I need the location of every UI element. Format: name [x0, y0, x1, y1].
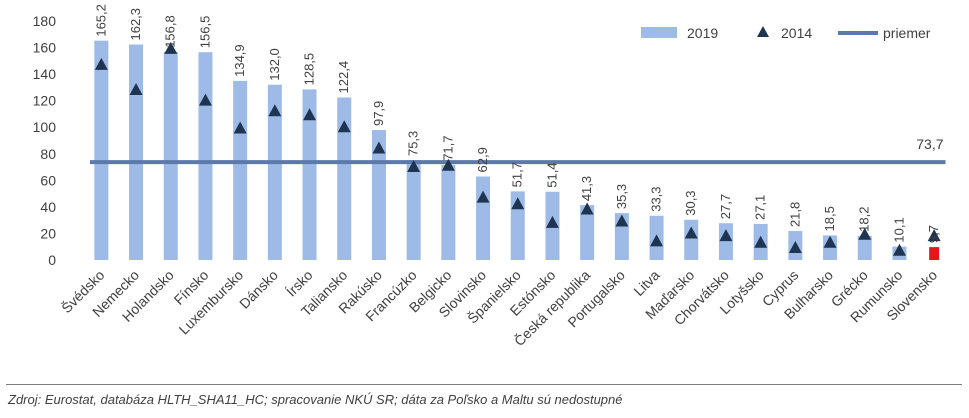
- bar-Česká republika: [580, 205, 595, 260]
- y-tick-label: 100: [33, 119, 57, 135]
- marker-Litva: [650, 234, 664, 247]
- marker-Maďarsko: [684, 226, 698, 239]
- value-label-Bulharsko: 18,5: [822, 206, 837, 231]
- value-labels: 165,2 162,3 156,8 156,5 134,9 132,0 128,5 122,4…: [93, 4, 941, 243]
- value-label-Švédsko: 165,2: [93, 4, 108, 37]
- value-label-Grécko: 18,2: [857, 207, 872, 232]
- bar-Nemecko: [129, 44, 144, 261]
- bar-Slovinsko: [476, 176, 491, 260]
- value-label-Nemecko: 162,3: [128, 8, 143, 41]
- bar-Luxembursko: [233, 80, 248, 260]
- value-label-Belgicko: 71,7: [440, 135, 455, 160]
- bar-Dánsko: [267, 84, 282, 260]
- marker-Írsko: [303, 108, 317, 121]
- y-tick-label: 160: [33, 40, 57, 56]
- bar-Grécko: [857, 235, 872, 260]
- legend-label-2019: 2019: [687, 25, 718, 41]
- bar-Chorvátsko: [718, 223, 733, 260]
- value-label-Maďarsko: 30,3: [683, 190, 698, 215]
- y-tick-label: 140: [33, 66, 57, 82]
- value-label-Chorvátsko: 27,7: [718, 194, 733, 219]
- marker-Holandsko: [164, 41, 178, 54]
- average-line: 73,7: [90, 136, 946, 165]
- y-tick-label: 20: [40, 225, 56, 241]
- value-label-Rakúsko: 97,9: [371, 101, 386, 126]
- average-value-label: 73,7: [916, 136, 943, 152]
- value-label-Španielsko: 51,7: [510, 162, 525, 187]
- y-tick-label: 80: [40, 146, 56, 162]
- legend-label-priemer: priemer: [883, 25, 931, 41]
- value-label-Dánsko: 132,0: [267, 48, 282, 81]
- source-note: Zdroj: Eurostat, databáza HLTH_SHA11_HC;…: [8, 392, 623, 407]
- value-label-Česká republika: 41,3: [579, 176, 594, 201]
- marker-Portugalsko: [615, 214, 629, 227]
- value-label-Slovensko: 9,7: [926, 225, 941, 243]
- bars-2019: [94, 40, 940, 261]
- bar-Francúzko: [406, 160, 421, 260]
- bar-Holandsko: [163, 51, 178, 260]
- value-label-Estónsko: 51,4: [544, 162, 559, 187]
- value-label-Francúzko: 75,3: [406, 131, 421, 156]
- marker-Lotyšsko: [754, 235, 768, 248]
- y-tick-label: 180: [33, 13, 57, 29]
- markers-2014: [94, 41, 941, 256]
- bar-Fínsko: [198, 52, 213, 261]
- value-label-Holandsko: 156,8: [163, 15, 178, 48]
- marker-Španielsko: [511, 197, 525, 210]
- y-tick-label: 60: [40, 172, 56, 188]
- bar-Švédsko: [94, 40, 109, 261]
- marker-Taliansko: [337, 120, 351, 133]
- source-divider: [6, 384, 962, 385]
- bar-Maďarsko: [684, 219, 699, 260]
- category-label: Dánsko: [236, 267, 281, 312]
- marker-Česká republika: [580, 202, 594, 215]
- category-labels: ŠvédskoNemeckoHolandskoFínskoLuxembursko…: [58, 267, 940, 349]
- y-axis: 0 20 40 60 80 100 120 140 160 180: [33, 13, 57, 268]
- marker-Estónsko: [545, 215, 559, 228]
- legend: 2019 2014 priemer: [641, 25, 931, 41]
- y-tick-label: 120: [33, 93, 57, 109]
- legend-label-2014: 2014: [781, 25, 812, 41]
- marker-Slovensko: [927, 229, 941, 242]
- marker-Švédsko: [94, 57, 108, 70]
- marker-Slovinsko: [476, 190, 490, 203]
- marker-Grécko: [858, 227, 872, 240]
- marker-Belgicko: [441, 158, 455, 171]
- value-label-Taliansko: 122,4: [336, 61, 351, 94]
- value-label-Cyprus: 21,8: [787, 202, 802, 227]
- bar-Írsko: [302, 89, 317, 260]
- bar-Slovensko: [929, 247, 940, 260]
- value-label-Litva: 33,3: [649, 186, 664, 211]
- marker-Rumunsko: [892, 243, 906, 256]
- value-label-Luxembursko: 134,9: [232, 44, 247, 77]
- legend-swatch-2019: [641, 27, 677, 38]
- marker-Luxembursko: [233, 121, 247, 134]
- value-label-Portugalsko: 35,3: [614, 184, 629, 209]
- marker-Nemecko: [129, 83, 143, 96]
- value-label-Írsko: 128,5: [302, 53, 317, 86]
- y-tick-label: 0: [48, 252, 56, 268]
- bar-Belgicko: [441, 164, 456, 260]
- legend-marker-2014: [757, 26, 769, 37]
- marker-Bulharsko: [823, 235, 837, 248]
- value-label-Lotyšsko: 27,1: [753, 195, 768, 220]
- chart: 0 20 40 60 80 100 120 140 160 180 73,7 165,2 162,3…: [33, 4, 946, 349]
- value-label-Fínsko: 156,5: [197, 16, 212, 49]
- marker-Dánsko: [268, 104, 282, 117]
- marker-Fínsko: [198, 93, 212, 106]
- y-tick-label: 40: [40, 199, 56, 215]
- marker-Francúzko: [407, 160, 421, 173]
- value-label-Rumunsko: 10,1: [891, 217, 906, 242]
- bar-Taliansko: [337, 97, 352, 260]
- marker-Chorvátsko: [719, 229, 733, 242]
- marker-Cyprus: [788, 241, 802, 254]
- marker-Rakúsko: [372, 141, 386, 154]
- value-label-Slovinsko: 62,9: [475, 147, 490, 172]
